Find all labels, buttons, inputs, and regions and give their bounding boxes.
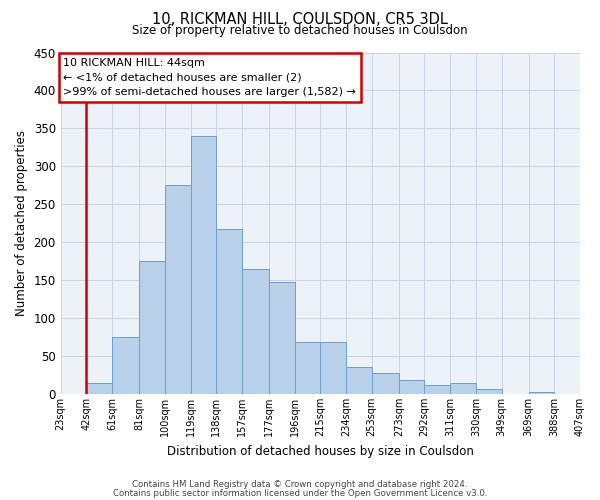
Bar (112, 337, 139, 394)
Bar (242, 269, 269, 394)
Bar (346, 366, 372, 394)
Bar (424, 385, 450, 394)
Text: Size of property relative to detached houses in Coulsdon: Size of property relative to detached ho… (132, 24, 468, 37)
Bar (476, 388, 502, 394)
Text: 10 RICKMAN HILL: 44sqm
← <1% of detached houses are smaller (2)
>99% of semi-det: 10 RICKMAN HILL: 44sqm ← <1% of detached… (63, 58, 356, 97)
Text: 10, RICKMAN HILL, COULSDON, CR5 3DL: 10, RICKMAN HILL, COULSDON, CR5 3DL (152, 12, 448, 28)
Bar (529, 392, 554, 394)
Bar (372, 373, 399, 394)
Text: Contains public sector information licensed under the Open Government Licence v3: Contains public sector information licen… (113, 488, 487, 498)
Bar (165, 186, 191, 394)
Y-axis label: Number of detached properties: Number of detached properties (15, 130, 28, 316)
Bar (320, 342, 346, 394)
Bar (295, 342, 320, 394)
Bar (139, 261, 165, 394)
Bar (216, 228, 242, 394)
X-axis label: Distribution of detached houses by size in Coulsdon: Distribution of detached houses by size … (167, 444, 474, 458)
Bar (191, 136, 216, 394)
Bar (450, 382, 476, 394)
Bar (269, 282, 295, 394)
Bar (399, 380, 424, 394)
Text: Contains HM Land Registry data © Crown copyright and database right 2024.: Contains HM Land Registry data © Crown c… (132, 480, 468, 489)
Bar (86, 384, 112, 394)
